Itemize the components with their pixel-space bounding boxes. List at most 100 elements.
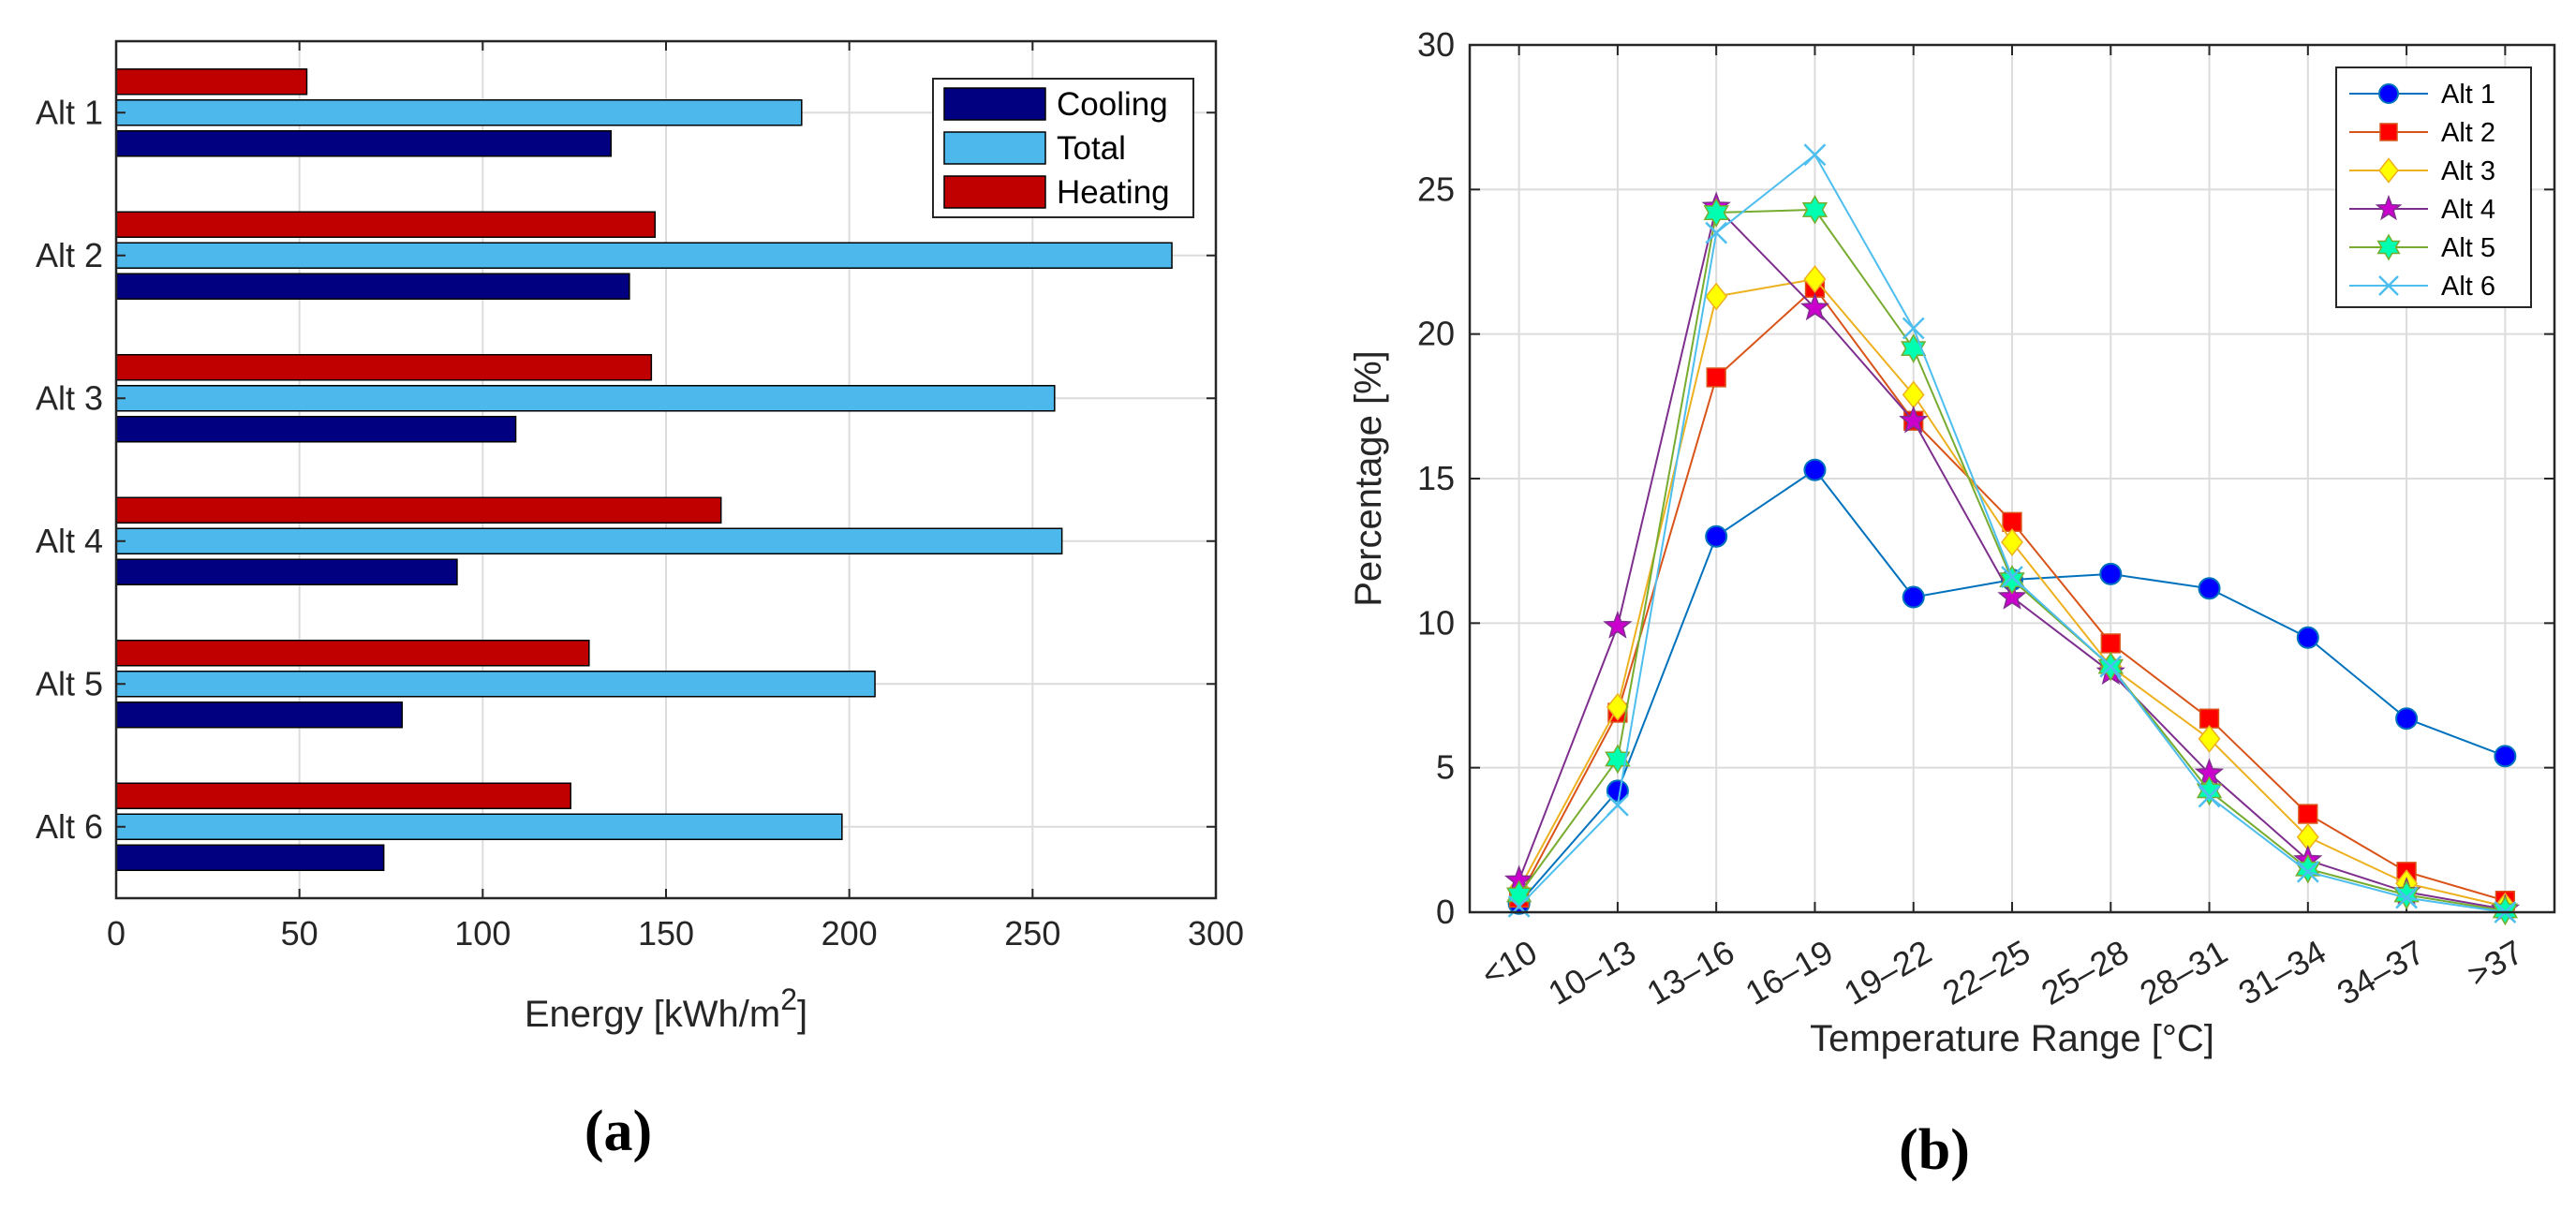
point-alt-3-7 [2198, 724, 2221, 753]
marker-x-stroke [2378, 275, 2399, 296]
point-alt-4-5 [1997, 582, 2027, 610]
point-alt-6-8 [2296, 860, 2319, 883]
marker-x-stroke [1705, 221, 1728, 244]
legend-b [2335, 66, 2532, 308]
point-alt-1-4 [1902, 585, 1925, 609]
legend-swatch-cooling [943, 87, 1046, 121]
point-alt-2-8 [2298, 804, 2318, 824]
tick-label-x: 250 [1004, 914, 1060, 953]
point-alt-3-2 [1705, 282, 1728, 311]
panel-b-label: (b) [1899, 1118, 1970, 1182]
bar-alt-3-heating [115, 354, 653, 381]
tick-label-y: 5 [1436, 748, 1455, 787]
bar-alt-6-total [115, 813, 843, 840]
point-alt-4-1 [1603, 610, 1633, 639]
legend-label-alt-4: Alt 4 [2441, 195, 2495, 225]
point-alt-6-9 [2395, 886, 2418, 909]
tick-label-x: 25–28 [2035, 932, 2135, 1012]
legend-label-alt-5: Alt 5 [2441, 233, 2495, 263]
bar-alt-5-heating [115, 640, 590, 667]
tick-label-x: 300 [1188, 914, 1244, 953]
tick-label-y: 15 [1417, 459, 1455, 497]
legend-label-alt-3: Alt 3 [2441, 156, 2495, 186]
tick-label-y: 20 [1417, 315, 1455, 353]
legend-marker-alt-3 [2378, 157, 2399, 184]
x-axis-label-b: Temperature Range [°C] [1810, 1018, 2214, 1059]
legend-marker-alt-1 [2378, 83, 2399, 104]
legend-label-alt-2: Alt 2 [2441, 118, 2495, 148]
legend-label-alt-6: Alt 6 [2441, 272, 2495, 302]
bar-alt-1-heating [115, 68, 308, 96]
bar-alt-2-total [115, 242, 1173, 269]
bar-alt-1-total [115, 99, 803, 126]
axes-box-a [114, 39, 1218, 900]
legend-swatch-heating [943, 175, 1046, 209]
point-alt-4-4 [1899, 405, 1929, 434]
chart-b-temperature-lines: 0 5 10 15 20 25 30 <1010–1313–1616–1919–2222–25… [1348, 25, 2556, 1059]
y-axis-label-b: Percentage [%] [1348, 350, 1389, 607]
point-alt-1-2 [1705, 524, 1728, 548]
point-alt-6-5 [2001, 566, 2023, 588]
tick-label-x: 10–13 [1542, 932, 1642, 1012]
category-label: Alt 2 [36, 236, 103, 274]
tick-label-x: 22–25 [1936, 932, 2036, 1012]
legend-label-heating: Heating [1057, 174, 1170, 211]
point-alt-3-5 [2001, 527, 2023, 556]
legend-swatch-total [943, 131, 1046, 165]
legend-marker-alt-5 [2376, 233, 2401, 261]
tick-label-x: 150 [638, 914, 694, 953]
category-label: Alt 3 [36, 378, 103, 417]
marker-x-stroke [2198, 785, 2221, 808]
x-axis-label-tail: ] [797, 994, 807, 1035]
tick-label-x: 100 [454, 914, 511, 953]
x-axis-label-a: Energy [kWh/m2] [525, 982, 807, 1035]
point-alt-1-9 [2395, 707, 2419, 731]
bar-alt-4-cooling [115, 558, 458, 585]
point-alt-5-2 [1703, 198, 1729, 228]
chart-a-energy-bars: Alt 1 Alt 2 Alt 3 Alt 4 Alt 5 Alt 6 0 50 100 150 2… [36, 39, 1244, 1035]
tick-label-x: 16–19 [1739, 932, 1839, 1012]
marker-x-stroke [1803, 143, 1827, 167]
bar-alt-4-heating [115, 496, 722, 524]
point-alt-3-1 [1606, 692, 1629, 721]
point-alt-3-3 [1803, 265, 1827, 293]
bar-alt-3-cooling [115, 416, 517, 443]
x-axis-label-superscript: 2 [780, 982, 797, 1016]
bar-alt-3-total [115, 385, 1056, 412]
point-alt-6-4 [1902, 317, 1925, 340]
marker-x-stroke [2001, 566, 2023, 588]
point-alt-1-7 [2198, 577, 2221, 600]
bar-alt-5-total [115, 671, 876, 698]
marker-x-stroke [2099, 655, 2123, 678]
legend-label-cooling: Cooling [1057, 86, 1168, 123]
point-alt-5-5 [1999, 565, 2025, 595]
point-alt-6-1 [1606, 793, 1629, 817]
marker-x-stroke [2395, 886, 2418, 909]
tick-label-x: 34–37 [2331, 932, 2431, 1012]
category-label: Alt 4 [36, 522, 103, 560]
tick-label-y: 10 [1417, 603, 1455, 642]
point-alt-5-0 [1506, 879, 1532, 910]
category-label: Alt 6 [36, 807, 103, 846]
point-alt-2-2 [1706, 367, 1726, 388]
bar-alt-6-heating [115, 782, 572, 809]
tick-label-x: <10 [1474, 932, 1543, 994]
legend-marker-alt-2 [2379, 123, 2398, 141]
category-label: Alt 5 [36, 664, 103, 702]
point-alt-5-1 [1605, 744, 1631, 775]
bar-alt-4-total [115, 527, 1063, 554]
tick-label-x: 13–16 [1640, 932, 1740, 1012]
marker-x-stroke [1902, 317, 1925, 340]
panel-a-label: (a) [585, 1100, 652, 1163]
tick-label-x: 31–34 [2232, 932, 2332, 1012]
point-alt-6-3 [1803, 143, 1827, 167]
tick-label-x: 28–31 [2133, 932, 2233, 1012]
point-alt-2-6 [2100, 633, 2121, 654]
tick-label-y: 0 [1436, 893, 1455, 931]
legend-label-total: Total [1057, 130, 1126, 167]
point-alt-5-4 [1900, 333, 1927, 363]
tick-label-x: >37 [2461, 932, 2529, 994]
point-alt-5-7 [2196, 775, 2223, 806]
legend-label-alt-1: Alt 1 [2441, 80, 2495, 110]
